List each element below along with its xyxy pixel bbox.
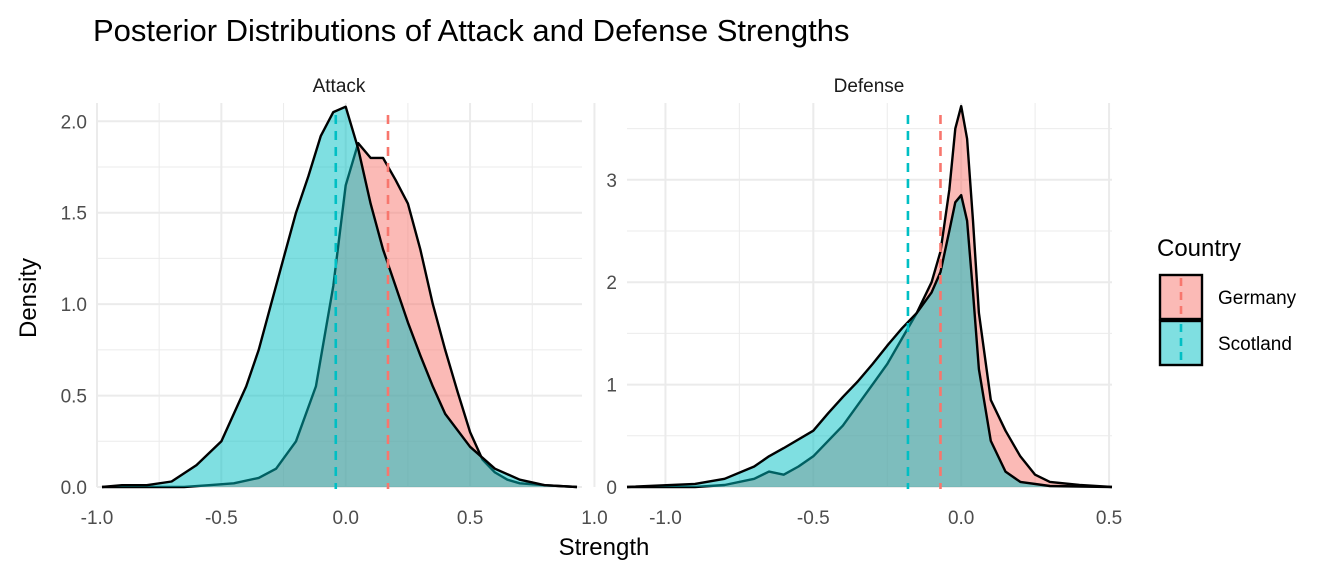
defense-mean-lines bbox=[906, 115, 942, 489]
x-tick-label: 0.5 bbox=[1096, 508, 1122, 529]
defense-scotland-density-curve bbox=[626, 194, 1113, 489]
y-tick-label: 1 bbox=[606, 376, 617, 397]
x-tick-label: 0.0 bbox=[333, 508, 359, 529]
attack-x-ticks: -1.0 -0.5 0.0 0.5 1.0 bbox=[81, 508, 608, 529]
attack-y-ticks: 0.0 0.5 1.0 1.5 2.0 bbox=[61, 112, 87, 499]
y-tick-label: 1.5 bbox=[61, 204, 87, 225]
y-tick-label: 0 bbox=[606, 478, 617, 499]
y-tick-label: 2 bbox=[606, 273, 617, 294]
y-axis-title: Density bbox=[15, 258, 42, 338]
y-tick-label: 1.0 bbox=[61, 295, 87, 316]
x-tick-label: -1.0 bbox=[81, 508, 114, 529]
panel-strip-defense: Defense bbox=[834, 76, 905, 97]
y-tick-label: 0.0 bbox=[61, 478, 87, 499]
x-tick-label: 0.0 bbox=[948, 508, 974, 529]
y-tick-label: 2.0 bbox=[61, 112, 87, 133]
x-tick-label: -0.5 bbox=[205, 508, 238, 529]
panel-strip-attack: Attack bbox=[313, 76, 366, 97]
x-axis-title: Strength bbox=[559, 534, 650, 561]
chart-title: Posterior Distributions of Attack and De… bbox=[93, 13, 849, 48]
defense-x-ticks: -1.0 -0.5 0.0 0.5 bbox=[649, 508, 1122, 529]
legend-item-germany: Germany bbox=[1158, 273, 1297, 321]
x-tick-label: 0.5 bbox=[457, 508, 483, 529]
attack-scotland-density-curve bbox=[101, 105, 578, 489]
x-tick-label: 1.0 bbox=[581, 508, 607, 529]
x-tick-label: -1.0 bbox=[649, 508, 682, 529]
defense-density-areas bbox=[626, 104, 1113, 489]
attack-scotland-density-fill bbox=[102, 106, 577, 487]
defense-panel: Defense -1.0 -0.5 0.0 0.5 0 1 2 3 bbox=[606, 76, 1122, 529]
x-tick-label: -0.5 bbox=[797, 508, 830, 529]
legend-label: Scotland bbox=[1218, 334, 1292, 355]
legend-title: Country bbox=[1157, 235, 1241, 262]
y-tick-label: 3 bbox=[606, 171, 617, 192]
legend-item-scotland: Scotland bbox=[1158, 319, 1292, 367]
defense-scotland-density-fill bbox=[627, 195, 1112, 487]
y-tick-label: 0.5 bbox=[61, 387, 87, 408]
legend-label: Germany bbox=[1218, 288, 1297, 309]
attack-panel: Attack -1.0 -0.5 0.0 0.5 1.0 0.0 0.5 1.0 1.5 2.0 bbox=[61, 76, 608, 529]
defense-y-ticks: 0 1 2 3 bbox=[606, 171, 617, 499]
attack-mean-lines bbox=[334, 115, 390, 489]
attack-density-areas bbox=[101, 105, 578, 489]
legend: Country Germany Scotland bbox=[1157, 235, 1297, 367]
